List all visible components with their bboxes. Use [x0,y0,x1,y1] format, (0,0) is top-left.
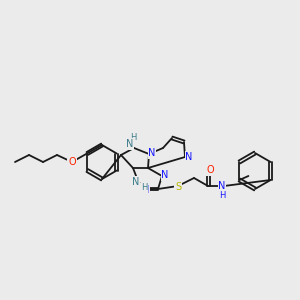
Text: N: N [218,181,226,191]
Text: N: N [185,152,193,162]
Text: H: H [130,134,136,142]
Text: O: O [68,157,76,167]
Text: O: O [206,165,214,175]
Text: N: N [126,139,134,149]
Text: N: N [142,185,150,195]
Text: N: N [148,148,156,158]
Text: H: H [141,184,147,193]
Text: H: H [219,190,225,200]
Text: N: N [161,170,169,180]
Text: S: S [175,182,181,192]
Text: N: N [132,177,140,187]
